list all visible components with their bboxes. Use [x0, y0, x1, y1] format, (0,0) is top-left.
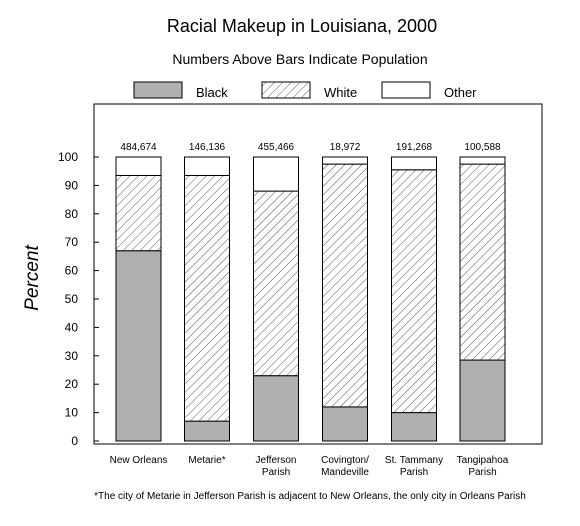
y-tick-label: 40 [65, 320, 79, 334]
legend-label-other: Other [444, 85, 477, 100]
plot-frame [93, 103, 543, 445]
population-label: 191,268 [396, 142, 433, 153]
bar-segment-other [459, 156, 506, 165]
bar-segment-other [115, 156, 162, 176]
legend-swatch-black [133, 81, 183, 99]
bar-segment-white [184, 174, 230, 422]
y-tick-label: 60 [65, 264, 79, 278]
y-tick-label: 100 [58, 150, 78, 164]
category-label: Tangipahoa Parish [457, 455, 509, 478]
category-labels: New Orleans Metarie* Jefferson Parish Coving… [110, 455, 509, 478]
bar-segment-other [322, 156, 368, 165]
y-tick-label: 80 [65, 207, 79, 221]
bar-segment-other [391, 156, 437, 171]
bar-segment-black [115, 250, 162, 442]
bar-segment-other [253, 156, 299, 192]
bar-segment-white [391, 169, 437, 414]
bar-segment-white [322, 163, 368, 408]
population-label: 455,466 [258, 142, 295, 153]
bar-segment-other [184, 156, 230, 176]
bar-segment-black [253, 375, 299, 442]
category-label: St. Tammany Parish [385, 455, 443, 478]
legend-label-white: White [324, 85, 357, 100]
bars [115, 156, 506, 442]
chart-subtitle: Numbers Above Bars Indicate Population [172, 51, 427, 67]
y-tick-label: 50 [65, 292, 79, 306]
bar-segment-white [253, 190, 299, 377]
y-tick-label: 10 [65, 406, 79, 420]
y-axis: 0 10 20 30 40 50 60 70 80 90 100 [58, 150, 99, 448]
population-label: 18,972 [330, 142, 361, 153]
bar-segment-black [322, 406, 368, 442]
category-label: Metarie* [188, 455, 225, 466]
category-label: Covington/Mandeville [321, 455, 369, 478]
population-label: 146,136 [189, 142, 226, 153]
y-tick-label: 90 [65, 178, 79, 192]
legend-swatch-white [261, 81, 311, 99]
footnote: *The city of Metarie in Jefferson Parish… [94, 491, 526, 502]
legend: Black White Other [133, 81, 477, 100]
bar-segment-white [459, 163, 506, 361]
bar-segment-black [184, 420, 230, 442]
y-tick-label: 0 [71, 434, 78, 448]
population-labels: 484,674 146,136 455,466 18,972 191,268 100,58… [120, 142, 501, 153]
chart-title: Racial Makeup in Louisiana, 2000 [167, 16, 437, 36]
population-label: 100,588 [464, 142, 501, 153]
legend-swatch-other [381, 81, 431, 99]
category-label: New Orleans [110, 455, 168, 466]
bar-segment-black [459, 359, 506, 442]
y-axis-label: Percent [22, 245, 43, 311]
population-label: 484,674 [120, 142, 157, 153]
y-tick-label: 30 [65, 349, 79, 363]
bar-segment-white [115, 174, 162, 252]
y-tick-label: 70 [65, 235, 79, 249]
y-tick-label: 20 [65, 377, 79, 391]
bar-segment-black [391, 412, 437, 442]
category-label: Jefferson Parish [256, 455, 297, 478]
legend-label-black: Black [196, 85, 228, 100]
